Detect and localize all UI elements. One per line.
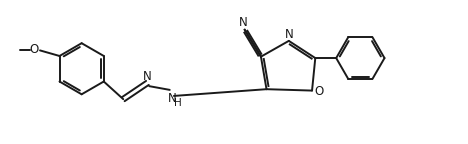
- Text: H: H: [174, 98, 182, 108]
- Text: O: O: [29, 42, 38, 55]
- Text: O: O: [314, 86, 324, 98]
- Text: N: N: [285, 28, 294, 41]
- Text: N: N: [239, 16, 248, 29]
- Text: N: N: [168, 92, 176, 105]
- Text: N: N: [143, 70, 152, 83]
